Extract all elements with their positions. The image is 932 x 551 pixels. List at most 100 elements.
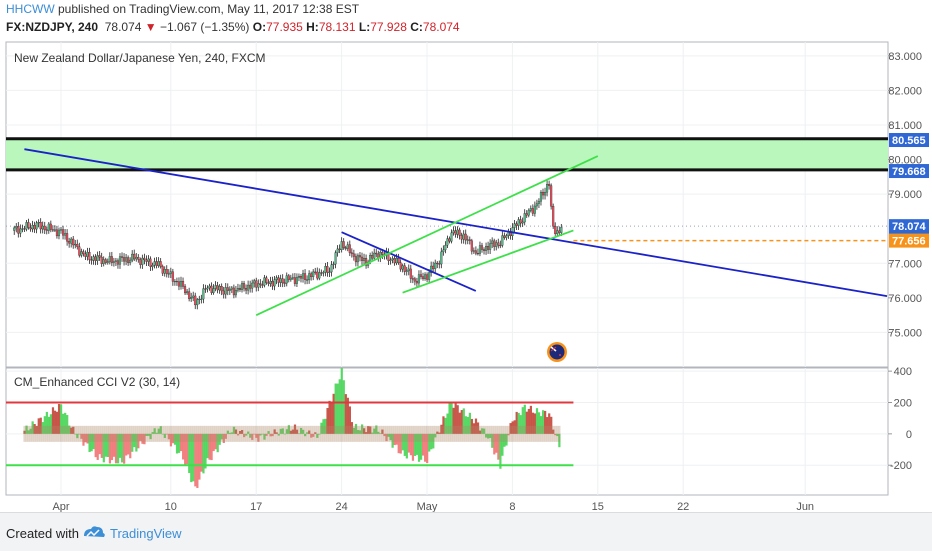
cci-band: [261, 425, 264, 442]
candle-body: [548, 184, 551, 186]
cci-bar: [114, 433, 118, 464]
candle-body: [245, 288, 248, 291]
tradingview-brand[interactable]: TradingView: [110, 526, 182, 541]
candle-body: [472, 250, 475, 252]
cci-band: [39, 425, 42, 442]
cci-band: [177, 425, 181, 442]
cci-band: [47, 425, 51, 442]
candle-body: [554, 226, 557, 234]
cci-bar: [428, 433, 431, 452]
candle-body: [301, 273, 305, 279]
candle-body: [550, 185, 553, 207]
cci-band: [159, 425, 162, 442]
cci-band: [251, 425, 254, 442]
cci-band: [397, 425, 400, 442]
cci-bar: [51, 407, 55, 434]
candle-body: [336, 248, 339, 253]
candle-body: [131, 253, 134, 261]
candle-body: [519, 219, 522, 224]
candle-body: [137, 256, 140, 260]
price-tick-label: 77.000: [888, 258, 922, 270]
cci-bar: [352, 427, 356, 434]
price-label-text: 77.656: [892, 236, 926, 248]
candle-body: [139, 259, 142, 265]
cci-band: [474, 425, 478, 442]
price-label-box: [889, 133, 929, 148]
candle-body: [153, 261, 156, 266]
candle-body: [448, 238, 451, 242]
author-link[interactable]: HHCWW: [6, 2, 55, 16]
cci-band: [43, 425, 46, 442]
cci-tick-label: 200: [894, 397, 912, 409]
cci-band: [464, 425, 467, 442]
cci-bar: [232, 426, 236, 434]
cci-band: [94, 425, 97, 442]
cci-band: [196, 425, 199, 442]
candle-body: [529, 208, 532, 211]
candle-body: [312, 271, 315, 277]
cci-bar: [444, 417, 447, 434]
cci-bar: [131, 433, 134, 452]
cci-band: [487, 425, 490, 442]
price-pane[interactable]: [5, 41, 889, 368]
candle-body: [401, 265, 404, 270]
cci-band: [171, 425, 175, 442]
cci-bar: [295, 429, 299, 434]
cci-band: [108, 425, 112, 442]
cci-bar: [186, 433, 189, 465]
cci-bar: [334, 383, 337, 434]
channel-lower-line[interactable]: [402, 229, 574, 294]
cci-bar: [64, 412, 67, 434]
candle-body: [269, 281, 272, 284]
cci-bar: [491, 433, 494, 448]
candle-body: [92, 256, 95, 261]
candle-body: [499, 244, 502, 247]
candle-body: [196, 299, 199, 306]
cci-band: [82, 425, 85, 442]
candle-body: [192, 295, 195, 298]
candle-body: [389, 259, 392, 261]
cci-band: [389, 425, 392, 442]
tradingview-logo-icon[interactable]: [82, 524, 106, 540]
chart-canvas[interactable]: New Zealand Dollar/Japanese Yen, 240, FX…: [0, 0, 932, 512]
candle-body: [149, 258, 152, 267]
cci-bar: [324, 418, 327, 434]
candle-body: [188, 291, 191, 299]
cci-band: [72, 425, 75, 442]
cci-band: [381, 425, 384, 442]
cci-band: [509, 425, 512, 442]
cci-bar: [72, 426, 75, 434]
cci-bar: [332, 393, 335, 434]
channel-upper-line[interactable]: [255, 155, 599, 316]
cci-band: [76, 425, 79, 442]
low-value: 77.928: [370, 20, 407, 34]
cci-bar: [356, 430, 360, 434]
cci-band: [70, 425, 73, 442]
cci-band: [149, 425, 152, 442]
candle-body: [397, 258, 400, 263]
cci-bar: [478, 430, 482, 434]
cci-bar: [399, 433, 402, 454]
trend-lines[interactable]: [24, 148, 888, 316]
cci-band: [184, 425, 187, 442]
cci-bar: [387, 433, 390, 437]
candle-body: [236, 288, 239, 291]
short-downtrend-line[interactable]: [341, 231, 477, 292]
cci-band: [338, 425, 341, 442]
cci-bar: [123, 433, 126, 464]
cci-band: [210, 425, 213, 442]
candle-body: [234, 290, 237, 296]
low-label: L:: [358, 20, 371, 34]
cci-band: [116, 425, 120, 442]
cci-bar: [234, 429, 238, 434]
candle-body: [527, 210, 530, 216]
cci-bar: [245, 433, 248, 436]
price-tick-label: 81.000: [888, 120, 922, 132]
cci-bar: [271, 433, 274, 437]
cci-bar: [220, 433, 223, 440]
new-zealand-flag-icon[interactable]: [547, 342, 567, 362]
candle-body: [204, 288, 207, 290]
cci-bar: [476, 422, 480, 434]
quote-line: FX:NZDJPY, 240 78.074 ▼ −1.067 (−1.35%) …: [6, 20, 460, 34]
cci-bar: [391, 433, 394, 448]
